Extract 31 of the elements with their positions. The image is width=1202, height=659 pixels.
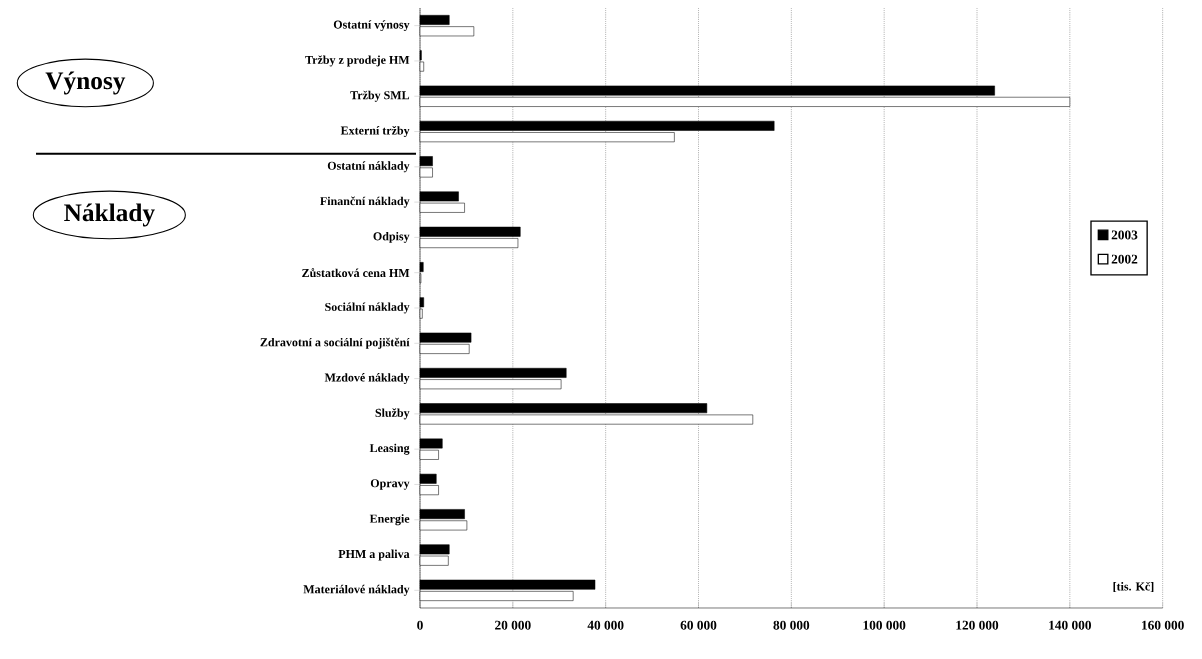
- x-tick-label: 160 000: [1142, 620, 1184, 630]
- text: Výnosy: [45, 71, 126, 95]
- x-tick-label: 60 000: [680, 620, 717, 630]
- legend-label: 2003: [1111, 230, 1138, 240]
- x-tick-label: 20 000: [495, 620, 531, 630]
- y-tick-label: PHM a paliva: [338, 549, 410, 561]
- annotation: [tis. Kč]: [1113, 581, 1154, 593]
- y-tick-label: Externí tržby: [340, 125, 410, 138]
- y-tick-label: Služby: [375, 408, 410, 420]
- x-tick-label: 140 000: [1049, 620, 1091, 630]
- y-tick-label: Tržby z prodeje HM: [305, 55, 410, 67]
- y-tick-label: Zdravotní a sociální pojištění: [260, 337, 410, 349]
- y-tick-label: Ostatní náklady: [327, 161, 410, 173]
- y-tick-label: Materiálové náklady: [303, 584, 410, 596]
- y-tick-label: Odpisy: [373, 231, 410, 243]
- y-tick-label: Finanční náklady: [320, 196, 410, 208]
- x-tick-label: 40 000: [587, 620, 624, 630]
- x-tick-label: 100 000: [863, 620, 906, 630]
- y-tick-label: Zůstatková cena HM: [302, 268, 410, 278]
- y-tick-label: Leasing: [369, 443, 410, 455]
- y-tick-label: Energie: [369, 514, 410, 526]
- y-tick-label: Ostatní výnosy: [333, 20, 410, 32]
- text: Náklady: [64, 203, 155, 227]
- x-tick-label: 120 000: [956, 620, 999, 630]
- y-tick-label: Mzdové náklady: [324, 373, 410, 385]
- x-tick-label: 80 000: [773, 620, 810, 630]
- y-tick-label: Tržby SML: [350, 90, 410, 102]
- y-tick-label: Sociální náklady: [325, 302, 410, 314]
- x-tick-label: 0: [417, 620, 423, 630]
- y-tick-label: Opravy: [370, 479, 410, 490]
- legend-label: 2002: [1111, 254, 1138, 264]
